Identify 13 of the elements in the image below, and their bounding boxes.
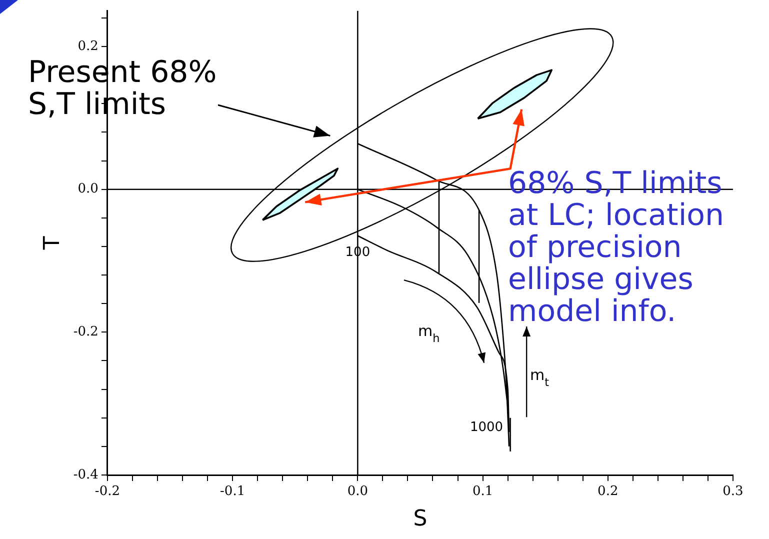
y-tick-label: -0.2 bbox=[73, 324, 98, 340]
x-tick-label: 0.1 bbox=[472, 484, 494, 500]
x-tick-label: -0.1 bbox=[220, 484, 246, 500]
x-tick-label: 0.3 bbox=[722, 484, 744, 500]
y-axis-title: T bbox=[40, 236, 65, 251]
x-axis-title: S bbox=[413, 506, 428, 532]
y-tick-label: -0.4 bbox=[73, 467, 98, 482]
y-tick-label: 0.0 bbox=[78, 182, 98, 197]
x-tick-label: 0.2 bbox=[598, 484, 618, 500]
x-tick-label: -0.2 bbox=[94, 484, 120, 500]
x-tick-label: 0.0 bbox=[347, 484, 368, 500]
y-tick-label: 0.2 bbox=[78, 38, 98, 54]
annotation: 1000 bbox=[470, 420, 504, 436]
